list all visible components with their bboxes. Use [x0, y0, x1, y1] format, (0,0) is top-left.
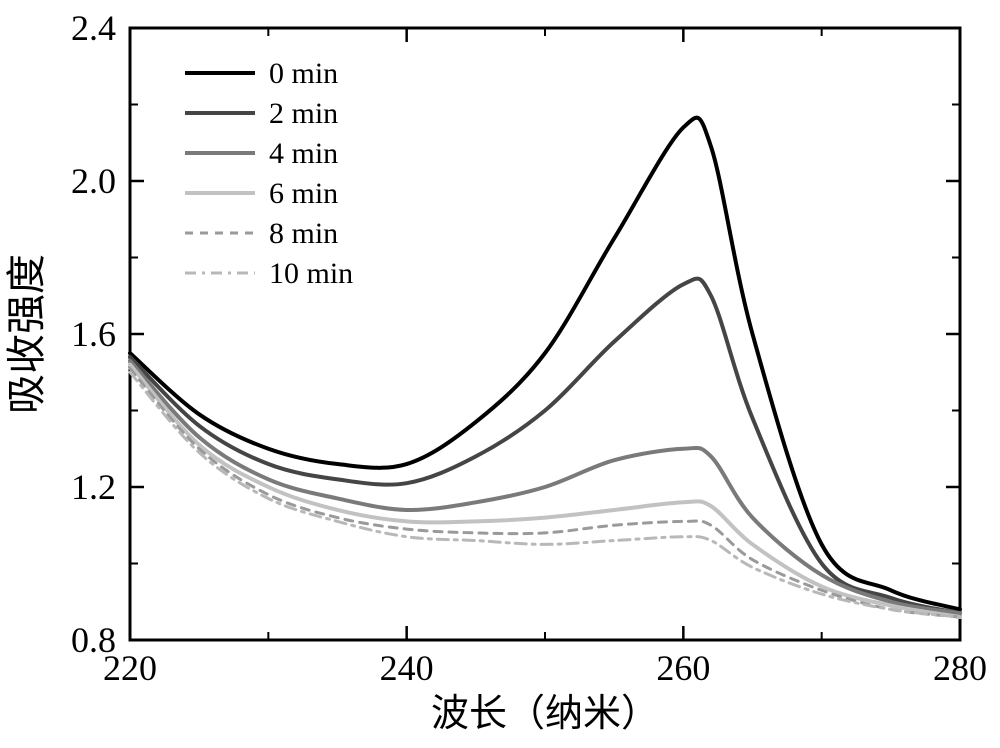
x-axis-label: 波长（纳米）	[431, 693, 659, 735]
y-tick-label: 2.0	[71, 161, 116, 201]
y-tick-label: 1.6	[71, 314, 116, 354]
y-tick-label: 0.8	[71, 620, 116, 660]
legend-label-8-min: 8 min	[269, 217, 338, 250]
legend-label-10-min: 10 min	[269, 257, 353, 290]
y-axis-label: 吸收强度	[4, 254, 49, 414]
legend-label-0-min: 0 min	[269, 57, 338, 90]
x-tick-label: 280	[933, 648, 987, 688]
legend-label-6-min: 6 min	[269, 177, 338, 210]
x-tick-label: 260	[656, 648, 710, 688]
plot-area	[130, 28, 960, 640]
absorption-spectra-chart: 2202402602800.81.21.62.02.40 min2 min4 m…	[0, 0, 1000, 748]
x-tick-label: 240	[380, 648, 434, 688]
legend-label-4-min: 4 min	[269, 137, 338, 170]
y-tick-label: 2.4	[71, 8, 116, 48]
y-tick-label: 1.2	[71, 467, 116, 507]
legend-label-2-min: 2 min	[269, 97, 338, 130]
chart-svg: 2202402602800.81.21.62.02.40 min2 min4 m…	[0, 0, 1000, 748]
